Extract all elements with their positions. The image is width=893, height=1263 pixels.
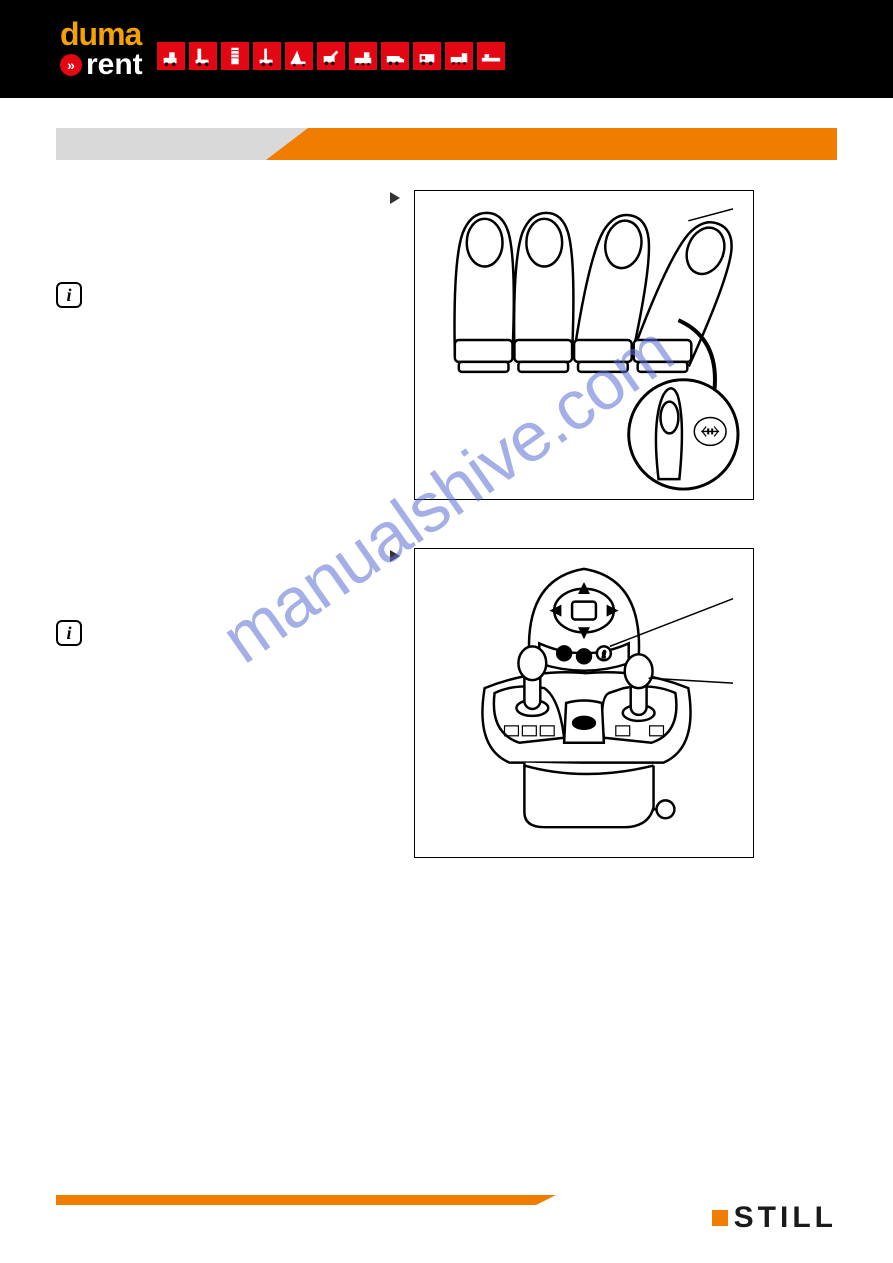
- equipment-icon: [349, 42, 377, 70]
- section2-note-text: The LED (1) lights up when the hydraulic…: [56, 652, 396, 693]
- figure2-callout-1: 1: [763, 595, 771, 612]
- title-bar-orange: [266, 128, 837, 160]
- triangle-bullet-icon: [56, 228, 66, 240]
- section-multi-lever: Multi-lever operation Move the "fork car…: [56, 190, 837, 500]
- equipment-icon: [477, 42, 505, 70]
- title-bar-divider: [266, 128, 308, 160]
- content-area: Multi-lever operation Move the "fork car…: [56, 190, 837, 858]
- section-fingertip: Fingertip operation Push the joystick (2…: [56, 548, 837, 858]
- still-logo-box-icon: [712, 1210, 728, 1226]
- info-icon: i: [56, 620, 82, 646]
- figure1-callout: 1: [763, 207, 771, 224]
- equipment-icon: [413, 42, 441, 70]
- section2-heading: Fingertip operation: [56, 548, 396, 572]
- title-bar-gray: [56, 128, 266, 160]
- logo-arrow-icon: »: [60, 54, 82, 76]
- page-body: Multi-lever operation Move the "fork car…: [0, 98, 893, 858]
- section1-bullet-text: Move the "fork carriage sideshift" (1) o…: [56, 226, 374, 262]
- section1-heading: Multi-lever operation: [56, 190, 396, 214]
- equipment-icon: [445, 42, 473, 70]
- section1-note-text: Pictograms on the operating levers indic…: [56, 314, 396, 355]
- duma-rent-logo: duma » rent: [60, 18, 143, 80]
- section2-bullet-text: Push the joystick (2) to the right.: [76, 584, 283, 600]
- equipment-icon-row: [157, 42, 505, 70]
- equipment-icon: [221, 42, 249, 70]
- section2-bullet-row: Push the joystick (2) to the right.: [56, 582, 396, 602]
- still-logo: STILL: [712, 1201, 837, 1235]
- header-bar: duma » rent: [0, 0, 893, 98]
- equipment-icon: [157, 42, 185, 70]
- logo-bottom-text: rent: [86, 50, 143, 80]
- section2-text: Fingertip operation Push the joystick (2…: [56, 548, 396, 858]
- figure2-callout-2: 2: [763, 679, 771, 696]
- equipment-icon: [381, 42, 409, 70]
- triangle-bullet-icon: [56, 586, 66, 598]
- figure-pointer-icon: [390, 192, 400, 204]
- figure-pointer-icon: [390, 550, 400, 562]
- still-logo-text: STILL: [734, 1201, 837, 1235]
- footer-orange-bar: [56, 1195, 536, 1205]
- equipment-icon: [285, 42, 313, 70]
- figure-levers: 1: [414, 190, 754, 500]
- section2-note-label: NOTE: [92, 620, 139, 646]
- info-icon: i: [56, 282, 82, 308]
- figure1-wrapper: 1: [414, 190, 754, 500]
- section1-text: Multi-lever operation Move the "fork car…: [56, 190, 396, 500]
- equipment-icon: [317, 42, 345, 70]
- figure-joystick: 1 2: [414, 548, 754, 858]
- section2-note-row: i NOTE: [56, 620, 396, 646]
- equipment-icon: [189, 42, 217, 70]
- section1-note-row: i NOTE: [56, 282, 396, 308]
- section1-bullet-row: Move the "fork carriage sideshift" (1) o…: [56, 224, 396, 265]
- title-bar: [56, 128, 837, 160]
- equipment-icon: [253, 42, 281, 70]
- logo-bottom-row: » rent: [60, 50, 143, 80]
- svg-text:i: i: [602, 649, 605, 660]
- section1-note-label: NOTE: [92, 282, 139, 308]
- footer: STILL: [56, 1195, 837, 1225]
- logo-top-text: duma: [60, 18, 143, 50]
- figure2-wrapper: 1 2: [414, 548, 754, 858]
